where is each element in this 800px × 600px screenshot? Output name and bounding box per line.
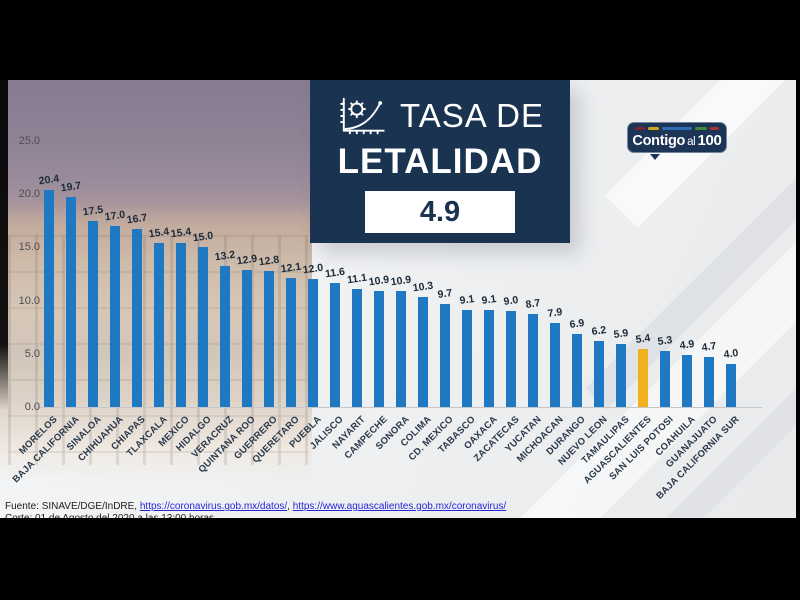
- bar-quintana-roo: [242, 270, 252, 407]
- overall-rate-box: 4.9: [365, 191, 515, 233]
- cutoff-date-line: Corte: 01 de Agosto del 2020 a las 13:00…: [5, 513, 214, 518]
- bar-colima: [418, 297, 428, 407]
- bar-sonora: [396, 291, 406, 407]
- bar-coahuila: [682, 355, 692, 407]
- bar-san-luis-potosi: [660, 351, 670, 407]
- y-axis-tick-label: 5.0: [24, 347, 40, 360]
- bar-aguascalientes: [638, 349, 648, 407]
- bar-veracruz: [220, 266, 230, 407]
- source-line: Fuente: SINAVE/DGE/InDRE, https://corona…: [5, 501, 506, 512]
- bar-morelos: [44, 190, 54, 407]
- y-axis-tick-label: 15.0: [18, 241, 40, 254]
- y-axis-tick-label: 0.0: [24, 401, 40, 413]
- bar-campeche: [374, 291, 384, 407]
- bar-queretaro: [286, 278, 296, 407]
- bar-durango: [572, 334, 582, 407]
- bar-baja-california: [66, 197, 76, 407]
- bar-hidalgo: [198, 247, 208, 407]
- bar-sinaloa: [88, 221, 98, 407]
- y-axis-tick-label: 25.0: [18, 134, 40, 147]
- source-link-2[interactable]: https://www.aguascalientes.gob.mx/corona…: [292, 501, 507, 512]
- source-link-1[interactable]: https://coronavirus.gob.mx/datos/: [139, 501, 288, 512]
- logo-color-stripes: [635, 127, 719, 130]
- bar-puebla: [308, 279, 318, 407]
- photo-dark-edge: [0, 80, 8, 410]
- lethality-bar-chart: 25.0 20.0 15.0 10.0 5.0 0.0 20.4 MORELOS 19.7 BAJ…: [0, 80, 796, 518]
- logo-word-contigo: Contigo: [632, 133, 686, 149]
- bar-cd-mexico: [440, 304, 450, 407]
- source-prefix: Fuente: SINAVE/DGE/InDRE,: [5, 501, 140, 512]
- bar-yucatan: [528, 314, 538, 407]
- infographic-canvas: 25.0 20.0 15.0 10.0 5.0 0.0 20.4 MORELOS 19.7 BAJ…: [0, 80, 796, 518]
- y-axis-tick-label: 20.0: [18, 188, 40, 200]
- title-line1: TASA DE: [400, 97, 544, 134]
- bar-oaxaca: [484, 310, 494, 407]
- bar-chiapas: [132, 229, 142, 407]
- bar-nuevo-leon: [594, 341, 604, 407]
- bar-mexico: [176, 243, 186, 407]
- bar-jalisco: [330, 283, 340, 407]
- x-axis-line: [36, 407, 762, 408]
- y-axis-tick-label: 10.0: [18, 294, 40, 307]
- source-separator: ,: [287, 501, 293, 512]
- epidemic-curve-virus-icon: [336, 94, 388, 138]
- bar-tamaulipas: [616, 344, 626, 407]
- overall-rate-value: 4.9: [419, 195, 461, 228]
- bar-zacatecas: [506, 311, 516, 407]
- contigo-al-100-logo: Contigo al 100: [627, 122, 727, 160]
- logo-speech-tail: [650, 154, 660, 160]
- logo-word-100: 100: [697, 132, 722, 149]
- bar-tlaxcala: [154, 243, 164, 407]
- bar-michoacan: [550, 323, 560, 407]
- bar-guanajuato: [704, 357, 714, 407]
- bar-baja-california-sur: [726, 364, 736, 407]
- bar-chihuahua: [110, 226, 120, 407]
- title-panel: TASA DE LETALIDAD 4.9: [310, 80, 570, 243]
- bar-nayarit: [352, 289, 362, 407]
- logo-word-al: al: [687, 136, 696, 148]
- bar-tabasco: [462, 310, 472, 407]
- bar-guerrero: [264, 271, 274, 407]
- title-line2: LETALIDAD: [337, 142, 543, 181]
